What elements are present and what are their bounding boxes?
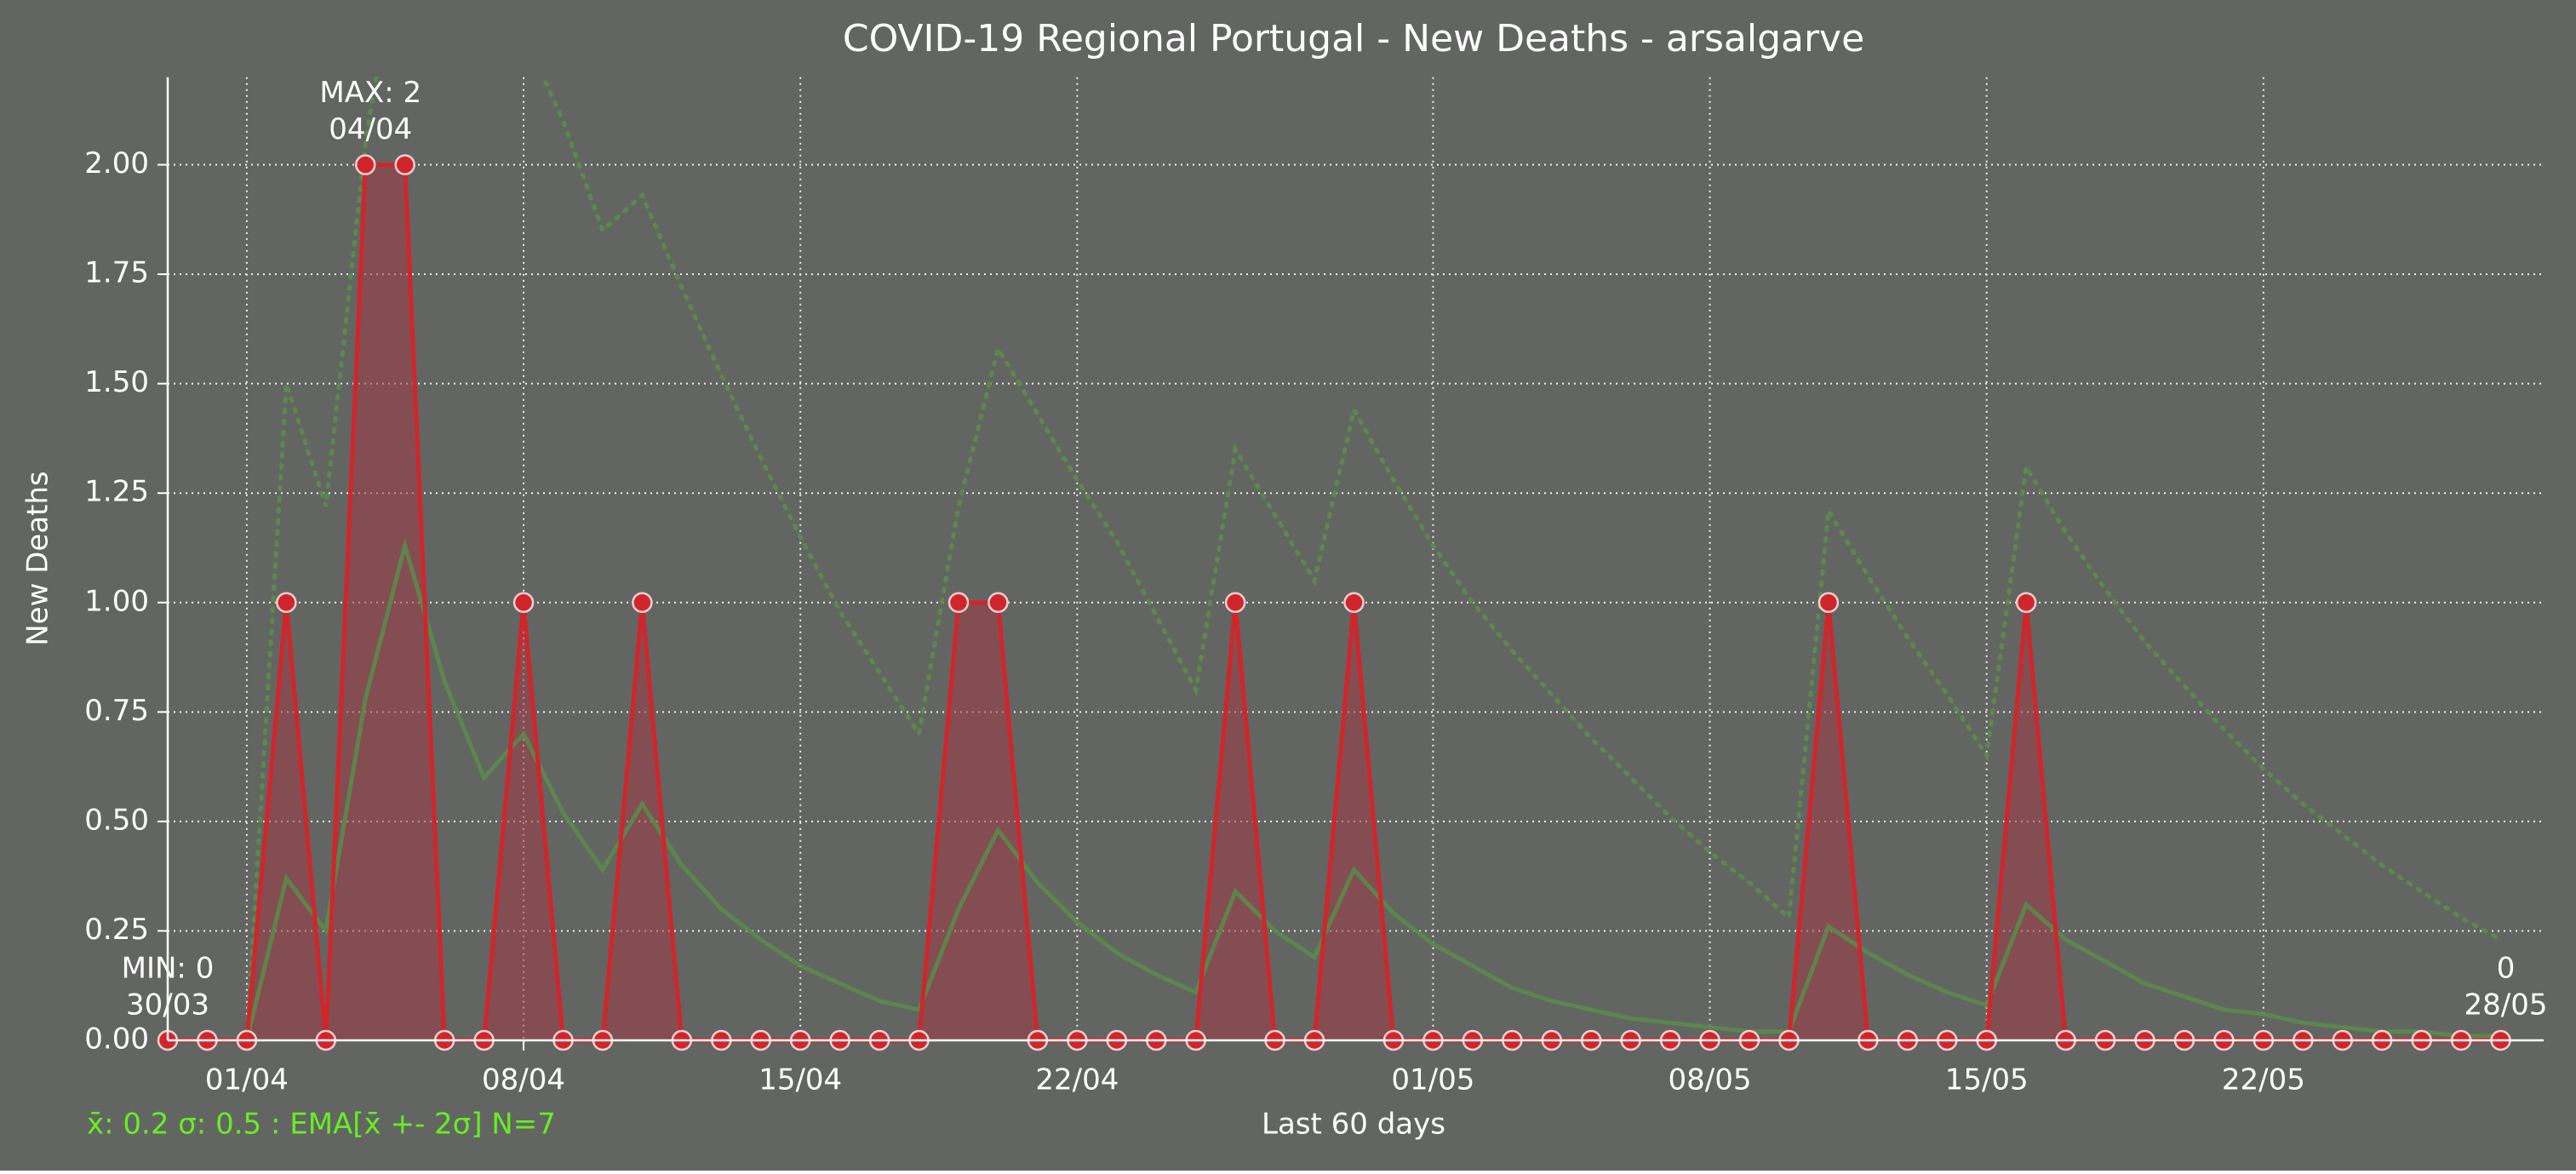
y-tick-label: 1.00	[84, 584, 149, 618]
ema-line	[168, 537, 2501, 1043]
area-fill	[168, 164, 2501, 1041]
x-axis-label: Last 60 days	[1262, 1108, 1445, 1142]
x-tick-label: 22/05	[2222, 1063, 2305, 1097]
annotation: 04/04	[329, 112, 412, 146]
y-tick-label: 0.00	[84, 1022, 149, 1057]
x-tick-label: 01/05	[1391, 1063, 1474, 1097]
y-tick-label: 2.00	[84, 146, 149, 180]
annotation: MAX: 2	[319, 76, 421, 110]
footer-stats: x̄: 0.2 σ: 0.5 : EMA[x̄ +- 2σ] N=7	[87, 1108, 556, 1142]
annotation: 30/03	[126, 988, 209, 1022]
y-tick-label: 0.50	[84, 803, 149, 837]
y-tick-label: 1.50	[84, 365, 149, 399]
data-point	[1818, 592, 1840, 614]
y-tick-label: 1.25	[84, 475, 149, 509]
ema-upper-band	[168, 77, 2504, 1043]
chart-title: COVID-19 Regional Portugal - New Deaths …	[843, 17, 1864, 60]
y-tick-label: 1.75	[84, 256, 149, 290]
data-point	[987, 592, 1009, 614]
x-tick-label: 22/04	[1035, 1063, 1119, 1097]
annotation: 0	[2497, 952, 2516, 986]
x-tick-label: 08/05	[1669, 1063, 1752, 1097]
y-tick-label: 0.25	[84, 913, 149, 947]
annotation: 28/05	[2464, 988, 2548, 1022]
data-point	[632, 592, 653, 614]
x-tick-label: 01/04	[205, 1063, 289, 1097]
x-tick-label: 08/04	[482, 1063, 565, 1097]
data-point	[947, 592, 970, 614]
data-point	[512, 592, 535, 614]
data-point	[2015, 592, 2037, 614]
data-point	[1343, 592, 1365, 614]
y-tick-label: 0.75	[84, 694, 149, 728]
x-tick-label: 15/05	[1945, 1063, 2029, 1097]
data-point	[355, 154, 376, 175]
y-axis-label: New Deaths	[21, 471, 55, 646]
annotation: MIN: 0	[122, 952, 215, 986]
x-tick-label: 15/04	[758, 1063, 842, 1097]
data-point	[276, 592, 297, 614]
data-point	[1224, 592, 1246, 614]
data-point	[394, 154, 415, 175]
